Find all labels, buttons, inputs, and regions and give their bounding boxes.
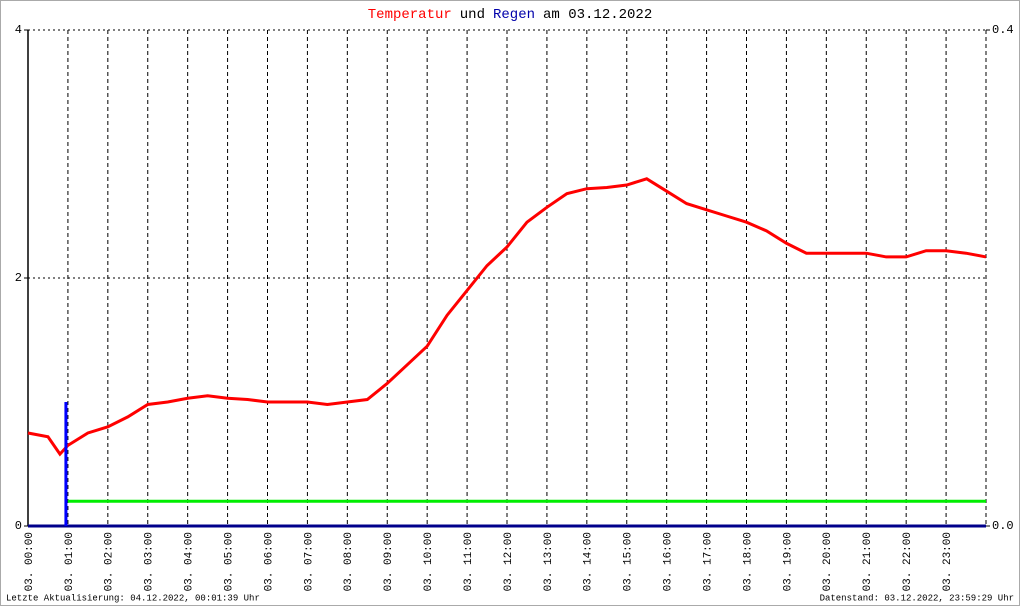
footer-right: Datenstand: 03.12.2022, 23:59:29 Uhr [820,593,1014,603]
title-part: Temperatur [368,7,452,23]
x-tick-label: 03. 00:00 [24,532,36,591]
x-tick-label: 03. 03:00 [144,532,156,591]
x-tick-label: 03. 01:00 [64,532,76,591]
x-tick-label: 03. 22:00 [902,532,914,591]
x-tick-label: 03. 20:00 [822,532,834,591]
y-tick-label: 2 [15,271,22,285]
rain-bar [64,402,68,526]
chart-title: Temperatur und Regen am 03.12.2022 [368,7,652,23]
x-tick-label: 03. 11:00 [463,532,475,591]
x-tick-label: 03. 21:00 [862,532,874,591]
x-tick-label: 03. 18:00 [742,532,754,591]
x-tick-label: 03. 15:00 [623,532,635,591]
y-tick-label: 4 [15,23,22,37]
footer-left: Letzte Aktualisierung: 04.12.2022, 00:01… [6,593,260,603]
x-tick-label: 03. 06:00 [263,532,275,591]
x-tick-label: 03. 08:00 [343,532,355,591]
x-tick-label: 03. 04:00 [184,532,196,591]
x-tick-label: 03. 13:00 [543,532,555,591]
title-part: und [460,7,485,23]
x-tick-label: 03. 02:00 [104,532,116,591]
x-tick-label: 03. 10:00 [423,532,435,591]
x-tick-label: 03. 09:00 [383,532,395,591]
x-tick-label: 03. 16:00 [663,532,675,591]
title-part: am 03.12.2022 [543,7,652,23]
x-tick-label: 03. 23:00 [942,532,954,591]
x-tick-label: 03. 17:00 [702,532,714,591]
x-tick-label: 03. 07:00 [303,532,315,591]
y-tick-label: 0 [15,519,22,533]
y2-tick-label: 0.4 [992,23,1014,37]
y2-tick-label: 0.0 [992,519,1014,533]
title-part: Regen [493,7,535,23]
x-tick-label: 03. 19:00 [782,532,794,591]
x-tick-label: 03. 12:00 [503,532,515,591]
x-tick-label: 03. 05:00 [223,532,235,591]
x-tick-label: 03. 14:00 [583,532,595,591]
series-line [27,177,987,457]
